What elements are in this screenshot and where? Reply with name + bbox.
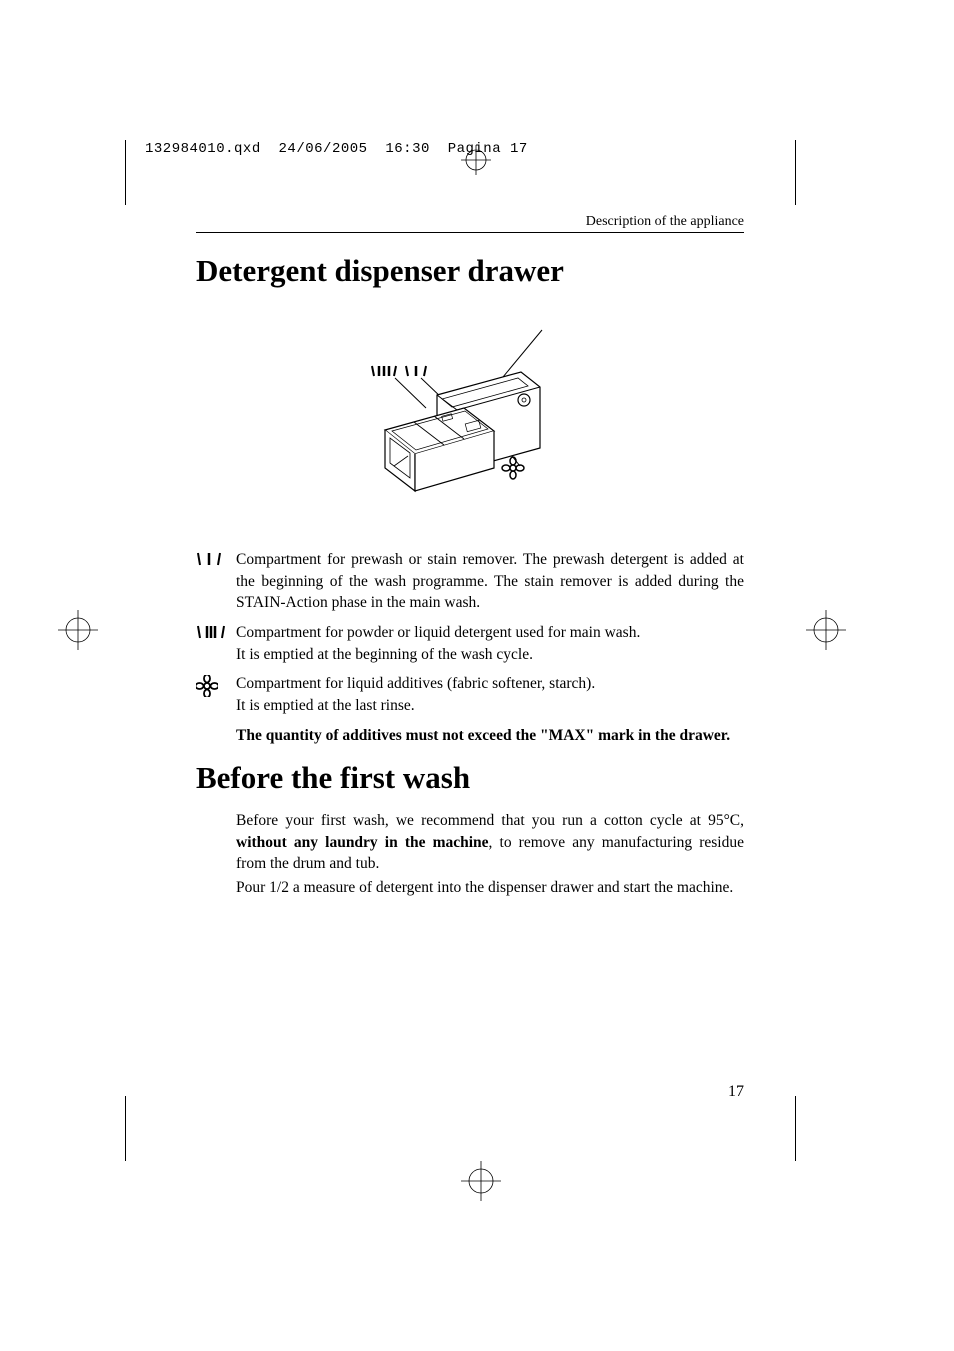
- text-line: Compartment for powder or liquid deterge…: [236, 624, 640, 641]
- file-time: 16:30: [385, 141, 430, 157]
- text-line: Compartment for liquid additives (fabric…: [236, 675, 595, 692]
- warning-row: The quantity of additives must not excee…: [196, 725, 744, 747]
- crop-mark-bottom-icon: [461, 1161, 501, 1206]
- compartment-item: Compartment for powder or liquid deterge…: [196, 622, 744, 665]
- compartment-text: Compartment for powder or liquid deterge…: [236, 622, 744, 665]
- crop-line: [795, 140, 796, 205]
- crop-mark-left-icon: [58, 610, 98, 655]
- section2-title: Before the first wash: [196, 760, 470, 796]
- section-header: Description of the appliance: [586, 214, 744, 230]
- text-line: It is emptied at the last rinse.: [236, 697, 415, 714]
- text-line: It is emptied at the beginning of the wa…: [236, 646, 533, 663]
- prewash-label-icon: [372, 366, 396, 376]
- filename: 132984010.qxd: [145, 141, 261, 157]
- flower-diagram-icon: [502, 457, 524, 479]
- crop-line: [795, 1096, 796, 1161]
- compartment-list: Compartment for prewash or stain remover…: [196, 549, 744, 755]
- section1-title: Detergent dispenser drawer: [196, 253, 564, 289]
- softener-icon: [196, 675, 236, 702]
- header-rule: [196, 232, 744, 233]
- text-bold: without any laundry in the machine: [236, 834, 489, 851]
- mainwash-label-icon: [406, 366, 426, 376]
- compartment-item: Compartment for liquid additives (fabric…: [196, 673, 744, 716]
- mainwash-icon: [196, 624, 236, 645]
- paragraph: Pour 1/2 a measure of detergent into the…: [236, 877, 744, 899]
- paragraph: Before your first wash, we recommend tha…: [236, 810, 744, 875]
- crop-line: [125, 1096, 126, 1161]
- warning-text: The quantity of additives must not excee…: [236, 725, 744, 747]
- page-number: 17: [728, 1083, 744, 1101]
- crop-line: [125, 140, 126, 205]
- compartment-text: Compartment for liquid additives (fabric…: [236, 673, 744, 716]
- crop-mark-top-icon: [461, 145, 491, 180]
- text-part: Before your first wash, we recommend tha…: [236, 812, 744, 829]
- file-date: 24/06/2005: [279, 141, 368, 157]
- compartment-item: Compartment for prewash or stain remover…: [196, 549, 744, 614]
- prewash-icon: [196, 551, 236, 572]
- detergent-drawer-diagram: [366, 328, 590, 508]
- crop-mark-right-icon: [806, 610, 846, 655]
- first-wash-body: Before your first wash, we recommend tha…: [236, 810, 744, 901]
- compartment-text: Compartment for prewash or stain remover…: [236, 549, 744, 614]
